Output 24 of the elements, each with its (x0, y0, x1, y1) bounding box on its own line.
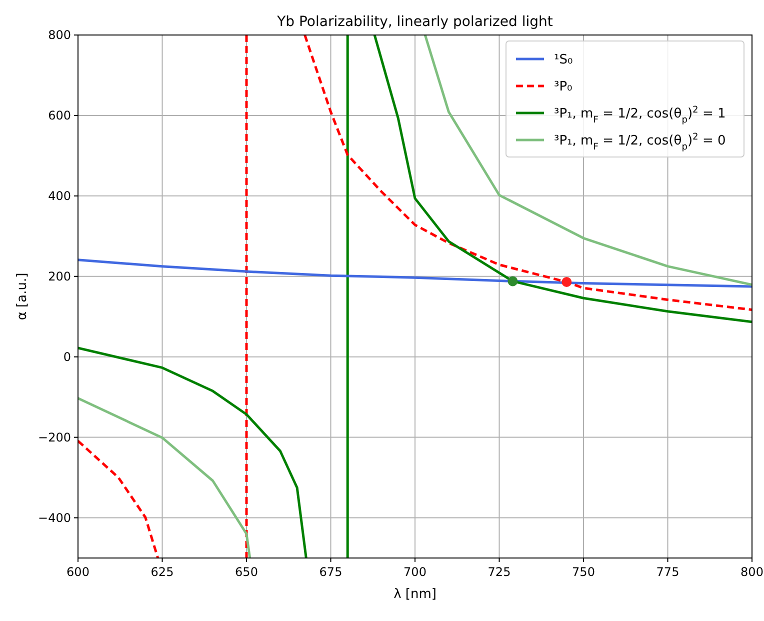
x-tick-label: 600 (66, 565, 90, 579)
y-tick-label: 0 (63, 350, 71, 364)
y-axis-title: α [a.u.] (15, 272, 30, 320)
x-axis-title: λ [nm] (394, 587, 436, 602)
y-tick-label: −400 (38, 510, 71, 525)
x-tick-label: 800 (740, 565, 764, 579)
y-tick-label: 800 (48, 28, 71, 42)
chart-title: Yb Polarizability, linearly polarized light (276, 14, 554, 30)
legend-label: ¹S₀ (554, 52, 573, 68)
x-tick-label: 650 (235, 565, 258, 579)
x-tick-label: 775 (656, 565, 680, 579)
x-tick-label: 725 (488, 565, 511, 579)
x-tick-label: 700 (404, 565, 426, 579)
legend-label: ³P₁, m$_{F}$ = 1/2, cos(θ$_{p}$)$^{2}$ = 1 (554, 106, 726, 126)
legend-label: ³P₁, m$_{F}$ = 1/2, cos(θ$_{p}$)$^{2}$ = 0 (554, 132, 726, 153)
x-tick-label: 675 (319, 565, 342, 579)
y-tick-label: 200 (48, 270, 71, 284)
line-series (78, 258, 752, 288)
x-tick-label: 625 (150, 565, 174, 579)
y-tick-label: 400 (48, 189, 71, 204)
x-tick-label: 750 (572, 565, 595, 579)
y-tick-label: −200 (38, 430, 71, 445)
y-tick-label: 600 (48, 108, 71, 123)
legend-label: ³P₀ (554, 80, 572, 95)
